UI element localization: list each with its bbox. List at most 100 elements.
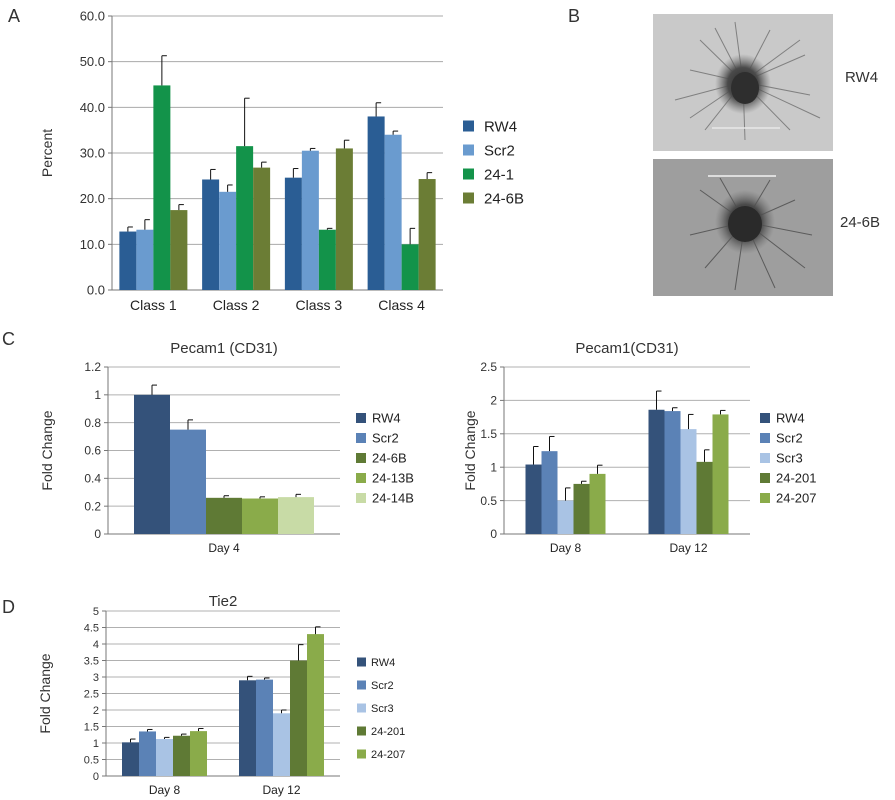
legend-label: RW4: [776, 411, 805, 426]
x-category-label: Day 8: [550, 541, 582, 555]
legend-swatch: [357, 657, 366, 667]
y-tick-label: 3: [93, 672, 99, 684]
legend-label: Scr2: [776, 431, 803, 446]
image-label-rw4: RW4: [845, 69, 878, 86]
legend-swatch: [357, 703, 366, 713]
y-tick-label: 1: [490, 460, 497, 474]
x-category-label: Day 12: [669, 541, 707, 555]
y-tick-label: 2: [490, 394, 497, 408]
micrograph-24-6b: [653, 159, 833, 296]
bar-scr2-day-8: [139, 731, 156, 776]
legend-label: 24-1: [484, 166, 514, 183]
bar-24-201-day-12: [696, 461, 713, 534]
y-tick-label: 0: [94, 527, 101, 541]
image-label-24-6b: 24-6B: [840, 214, 880, 231]
legend-label: RW4: [372, 411, 401, 426]
legend-swatch: [760, 473, 770, 483]
y-tick-label: 0: [490, 527, 497, 541]
chart-d: 0 0.5 1 1.5 2 2.5 3 3.5 4 4.5 5 Fold Change Tie2 Day …: [37, 593, 405, 797]
bar-24-1-class-2: [236, 146, 254, 290]
bar-scr2-day-8: [541, 451, 558, 534]
x-category-label: Day 8: [149, 783, 181, 797]
y-axis-label: Fold Change: [462, 410, 478, 490]
bar-24-201-day-8: [173, 735, 190, 776]
legend-swatch: [760, 413, 770, 423]
y-tick-label: 60.0: [80, 9, 105, 24]
legend-label: 24-6B: [372, 451, 407, 466]
x-category-label: Class 1: [130, 297, 177, 313]
y-tick-label: 0.5: [480, 494, 497, 508]
panel-label-c: C: [2, 329, 15, 349]
y-tick-label: 1: [94, 388, 101, 402]
legend-swatch: [356, 413, 366, 423]
legend-label: Scr2: [371, 680, 394, 692]
bar-scr3-day-12: [273, 713, 290, 776]
legend-label: RW4: [484, 118, 517, 135]
y-tick-label: 2.5: [84, 688, 99, 700]
bar-scr2-class-1: [136, 229, 154, 290]
legend-label: Scr3: [776, 451, 803, 466]
legend-label: 24-14B: [372, 491, 414, 506]
y-tick-label: 4.5: [84, 622, 99, 634]
y-tick-label: 10.0: [80, 237, 105, 252]
bar-24-6b-class-1: [170, 210, 188, 290]
x-category-label: Class 2: [213, 297, 260, 313]
legend-label: RW4: [371, 657, 395, 669]
bar-scr3-day-12: [680, 429, 697, 534]
y-axis-label: Fold Change: [37, 653, 53, 733]
legend-swatch: [356, 493, 366, 503]
legend-swatch: [463, 168, 474, 180]
bar-scr3-day-8: [156, 739, 173, 776]
legend-label: Scr2: [372, 431, 399, 446]
legend-swatch: [356, 473, 366, 483]
bar-scr2-class-2: [219, 191, 237, 290]
bar-24-1-class-4: [401, 244, 419, 290]
y-tick-label: 0.6: [84, 444, 101, 458]
chart-title: Pecam1 (CD31): [170, 340, 278, 357]
y-tick-label: 0.8: [84, 416, 101, 430]
y-tick-label: 1.2: [84, 360, 101, 374]
bar-24-6b-class-4: [418, 179, 436, 290]
bar-rw4-day-8: [525, 464, 542, 534]
y-tick-label: 3.5: [84, 655, 99, 667]
bar-rw4-class-3: [284, 177, 302, 290]
bar-24-207-day-8: [589, 473, 606, 534]
bar-24-6b-day-4: [206, 497, 242, 534]
bar-24-6b-class-3: [335, 148, 353, 290]
y-tick-label: 40.0: [80, 100, 105, 115]
y-tick-label: 1.5: [480, 427, 497, 441]
bar-24-207-day-12: [712, 414, 729, 534]
bar-scr2-class-4: [384, 134, 402, 290]
bar-24-6b-class-2: [253, 167, 271, 290]
bar-rw4-class-2: [202, 179, 220, 290]
y-tick-label: 2.5: [480, 360, 497, 374]
legend-swatch: [463, 192, 474, 204]
y-axis-label: Fold Change: [39, 410, 55, 490]
legend-swatch: [760, 453, 770, 463]
chart-title: Tie2: [209, 593, 238, 610]
legend-label: 24-207: [371, 749, 405, 761]
legend-swatch: [357, 749, 366, 759]
x-category-label: Day 12: [262, 783, 300, 797]
legend-swatch: [463, 144, 474, 156]
y-tick-label: 0.2: [84, 499, 101, 513]
x-category-label: Class 4: [378, 297, 425, 313]
chart-title: Pecam1(CD31): [575, 340, 678, 357]
bar-scr2-day-4: [170, 429, 206, 534]
bar-24-13b-day-4: [242, 498, 278, 534]
panel-label-b: B: [568, 6, 580, 26]
bar-rw4-class-4: [367, 116, 385, 290]
legend-swatch: [356, 453, 366, 463]
y-tick-label: 1: [93, 738, 99, 750]
legend-swatch: [463, 120, 474, 132]
y-tick-label: 0.4: [84, 472, 101, 486]
y-tick-label: 0: [93, 771, 99, 783]
chart-c-left: 0 0.2 0.4 0.6 0.8 1 1.2 Fold Change Pecam1 (CD31…: [39, 340, 414, 555]
bar-scr2-day-12: [664, 411, 681, 534]
y-tick-label: 30.0: [80, 146, 105, 161]
bar-24-207-day-8: [190, 731, 207, 776]
y-tick-label: 1.5: [84, 721, 99, 733]
legend-label: 24-13B: [372, 471, 414, 486]
y-tick-label: 5: [93, 606, 99, 618]
